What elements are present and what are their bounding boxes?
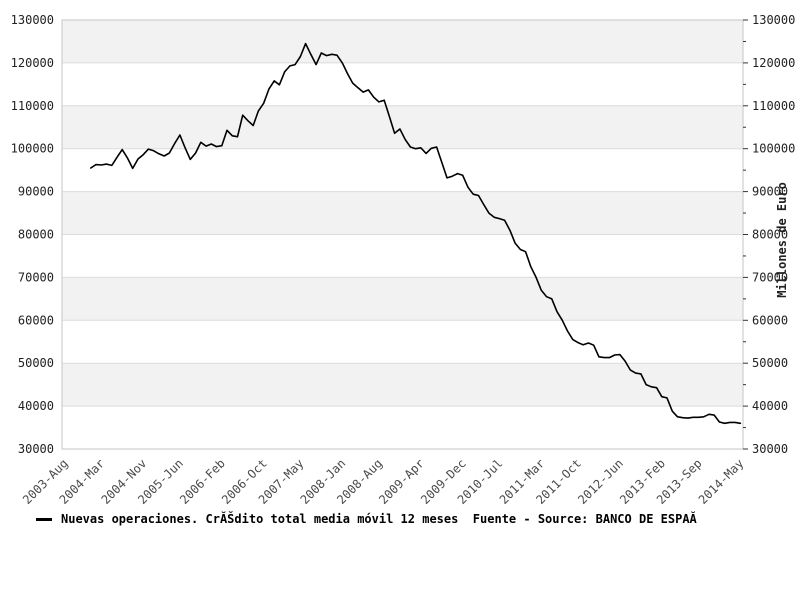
y-axis-label-left: 130000	[11, 13, 54, 27]
y-axis-label-right: 70000	[752, 270, 788, 284]
y-axis-label-right: 60000	[752, 313, 788, 327]
y-axis-label-left: 90000	[18, 185, 54, 199]
plot-band	[62, 191, 743, 235]
data-line	[90, 42, 742, 425]
y-axis-label-right: 110000	[752, 99, 795, 113]
y-axis-label-right: 90000	[752, 185, 788, 199]
y-axis-label-right: 100000	[752, 142, 795, 156]
y-axis-label-right: 130000	[752, 13, 795, 27]
y-axis-title: Millones de Euro	[775, 182, 789, 298]
legend: Nuevas operaciones. CrĂŠdito total media…	[36, 512, 697, 526]
y-axis-label-left: 50000	[18, 356, 54, 370]
y-axis-label-right: 40000	[752, 399, 788, 413]
y-axis-label-left: 70000	[18, 270, 54, 284]
y-axis-label-left: 110000	[11, 99, 54, 113]
plot-band	[62, 20, 743, 63]
y-axis-label-right: 80000	[752, 228, 788, 242]
y-axis-label-left: 120000	[11, 56, 54, 70]
x-axis-label: 2014-May	[696, 456, 747, 507]
plot-band	[62, 277, 743, 321]
y-axis-label-right: 30000	[752, 442, 788, 456]
plot-band	[62, 105, 743, 149]
y-axis-label-right: 50000	[752, 356, 788, 370]
y-axis-label-right: 120000	[752, 56, 795, 70]
plot-band	[62, 363, 743, 407]
y-axis-label-left: 60000	[18, 313, 54, 327]
y-axis-label-left: 100000	[11, 142, 54, 156]
legend-label: Nuevas operaciones. CrĂŠdito total media…	[61, 512, 697, 526]
y-axis-label-left: 40000	[18, 399, 54, 413]
y-axis-label-left: 80000	[18, 228, 54, 242]
line-chart: 130000 130000 120000 120000 110000 110000 1000…	[11, 13, 796, 507]
legend-line-marker	[36, 517, 52, 521]
y-axis-label-left: 30000	[18, 442, 54, 456]
